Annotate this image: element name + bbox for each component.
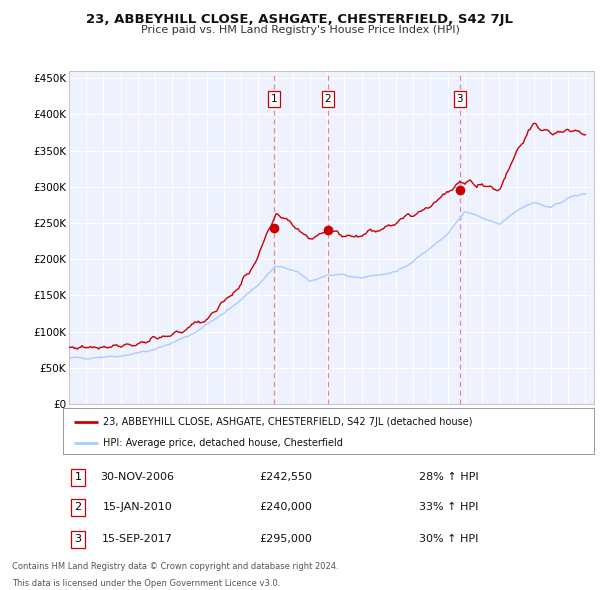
Text: This data is licensed under the Open Government Licence v3.0.: This data is licensed under the Open Gov… [12,579,280,588]
Text: 30% ↑ HPI: 30% ↑ HPI [419,535,478,545]
Text: £240,000: £240,000 [260,503,313,512]
Text: 2: 2 [74,503,82,512]
Text: Contains HM Land Registry data © Crown copyright and database right 2024.: Contains HM Land Registry data © Crown c… [12,562,338,571]
Text: 30-NOV-2006: 30-NOV-2006 [100,473,175,482]
Text: 15-JAN-2010: 15-JAN-2010 [103,503,172,512]
Text: 1: 1 [271,94,277,104]
Text: 15-SEP-2017: 15-SEP-2017 [102,535,173,545]
Text: 1: 1 [74,473,82,482]
Text: 23, ABBEYHILL CLOSE, ASHGATE, CHESTERFIELD, S42 7JL (detached house): 23, ABBEYHILL CLOSE, ASHGATE, CHESTERFIE… [103,417,472,427]
Text: £295,000: £295,000 [260,535,313,545]
Text: 33% ↑ HPI: 33% ↑ HPI [419,503,478,512]
Text: Price paid vs. HM Land Registry's House Price Index (HPI): Price paid vs. HM Land Registry's House … [140,25,460,35]
Text: £242,550: £242,550 [260,473,313,482]
Text: 23, ABBEYHILL CLOSE, ASHGATE, CHESTERFIELD, S42 7JL: 23, ABBEYHILL CLOSE, ASHGATE, CHESTERFIE… [86,13,514,26]
Text: 3: 3 [457,94,463,104]
Text: 3: 3 [74,535,82,545]
Text: 2: 2 [325,94,331,104]
Text: 28% ↑ HPI: 28% ↑ HPI [419,473,478,482]
Text: HPI: Average price, detached house, Chesterfield: HPI: Average price, detached house, Ches… [103,438,343,448]
